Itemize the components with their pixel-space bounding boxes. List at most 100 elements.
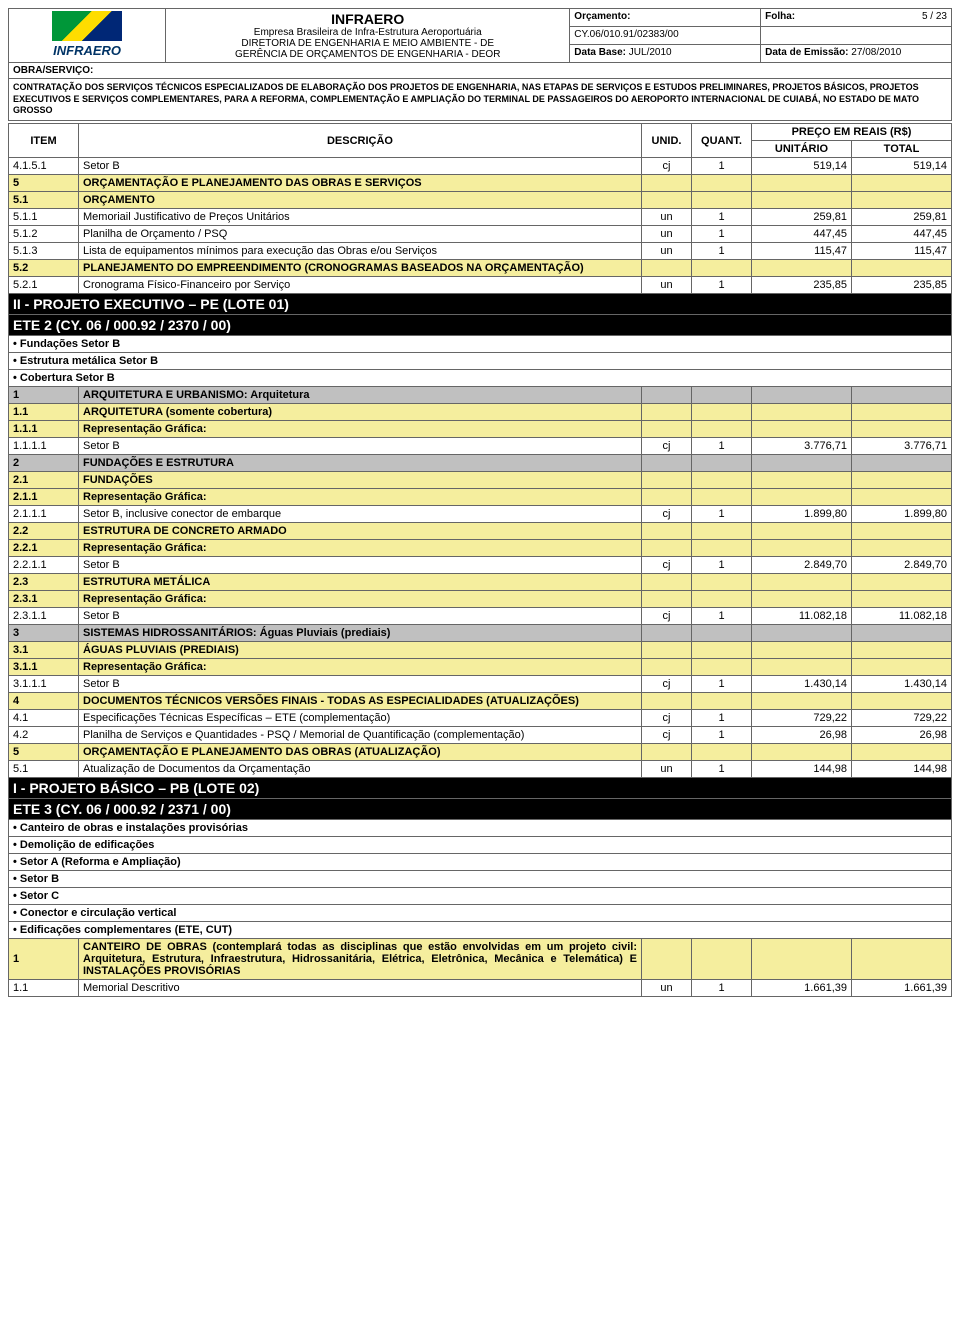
item-quant <box>692 455 752 472</box>
item-quant: 1 <box>692 158 752 175</box>
item-total: 144,98 <box>852 761 952 778</box>
item-unit <box>752 540 852 557</box>
item-unit <box>752 744 852 761</box>
item-total <box>852 574 952 591</box>
item-unid <box>642 939 692 980</box>
table-row: • Setor A (Reforma e Ampliação) <box>9 854 952 871</box>
item-code: 5.2.1 <box>9 277 79 294</box>
item-unid: cj <box>642 608 692 625</box>
item-desc: ARQUITETURA (somente cobertura) <box>79 404 642 421</box>
table-row: 5.1ORÇAMENTO <box>9 192 952 209</box>
item-unid <box>642 472 692 489</box>
item-unid: cj <box>642 158 692 175</box>
budget-table: ITEM DESCRIÇÃO UNID. QUANT. PREÇO EM REA… <box>8 123 952 997</box>
item-desc: Cronograma Físico-Financeiro por Serviço <box>79 277 642 294</box>
item-total <box>852 387 952 404</box>
table-row: 5.1Atualização de Documentos da Orçament… <box>9 761 952 778</box>
table-row: • Setor B <box>9 871 952 888</box>
col-header-desc: DESCRIÇÃO <box>79 124 642 158</box>
item-code: 2.3.1 <box>9 591 79 608</box>
obra-description: CONTRATAÇÃO DOS SERVIÇOS TÉCNICOS ESPECI… <box>8 79 952 121</box>
item-unid <box>642 175 692 192</box>
item-total: 11.082,18 <box>852 608 952 625</box>
item-desc: Representação Gráfica: <box>79 489 642 506</box>
item-unit <box>752 175 852 192</box>
table-row: 2.2.1.1Setor Bcj12.849,702.849,70 <box>9 557 952 574</box>
table-row: 1.1ARQUITETURA (somente cobertura) <box>9 404 952 421</box>
logo-text: INFRAERO <box>53 43 121 58</box>
item-unid <box>642 260 692 277</box>
item-quant <box>692 659 752 676</box>
table-row: I - PROJETO BÁSICO – PB (LOTE 02) <box>9 778 952 799</box>
item-desc: Setor B, inclusive conector de embarque <box>79 506 642 523</box>
item-total: 1.899,80 <box>852 506 952 523</box>
item-desc: FUNDAÇÕES E ESTRUTURA <box>79 455 642 472</box>
logo: INFRAERO <box>13 11 161 58</box>
item-code: 5.1 <box>9 761 79 778</box>
item-total <box>852 523 952 540</box>
dept-line-1: DIRETORIA DE ENGENHARIA E MEIO AMBIENTE … <box>170 38 565 49</box>
dept-line-2: GERÊNCIA DE ORÇAMENTOS DE ENGENHARIA - D… <box>170 49 565 60</box>
item-unid: cj <box>642 557 692 574</box>
item-code: 2.3.1.1 <box>9 608 79 625</box>
item-total <box>852 175 952 192</box>
orcamento-value: CY.06/010.91/02383/00 <box>574 29 678 40</box>
item-code: 2.1.1 <box>9 489 79 506</box>
header-table: INFRAERO INFRAERO Empresa Brasileira de … <box>8 8 952 79</box>
item-quant: 1 <box>692 243 752 260</box>
table-row: 5ORÇAMENTAÇÃO E PLANEJAMENTO DAS OBRAS (… <box>9 744 952 761</box>
item-desc: Representação Gráfica: <box>79 540 642 557</box>
item-unit: 115,47 <box>752 243 852 260</box>
item-unid <box>642 642 692 659</box>
empty-cell <box>761 27 952 45</box>
item-desc: Setor B <box>79 557 642 574</box>
table-row: 3.1.1.1Setor Bcj11.430,141.430,14 <box>9 676 952 693</box>
obra-label: OBRA/SERVIÇO: <box>9 63 952 79</box>
item-unit <box>752 489 852 506</box>
item-total <box>852 455 952 472</box>
item-quant <box>692 175 752 192</box>
item-unit: 519,14 <box>752 158 852 175</box>
item-code: 5 <box>9 744 79 761</box>
item-total <box>852 421 952 438</box>
item-total <box>852 404 952 421</box>
item-quant <box>692 625 752 642</box>
item-code: 1 <box>9 939 79 980</box>
section-title: ETE 3 (CY. 06 / 000.92 / 2371 / 00) <box>9 799 952 820</box>
folha-value: 5 / 23 <box>922 11 947 22</box>
table-row: 3.1ÁGUAS PLUVIAIS (PREDIAIS) <box>9 642 952 659</box>
item-unit: 447,45 <box>752 226 852 243</box>
item-desc: Representação Gráfica: <box>79 591 642 608</box>
table-row: 2.1.1Representação Gráfica: <box>9 489 952 506</box>
col-header-total: TOTAL <box>852 141 952 158</box>
item-unid <box>642 693 692 710</box>
col-header-unid: UNID. <box>642 124 692 158</box>
item-unit: 235,85 <box>752 277 852 294</box>
item-code: 2.2.1.1 <box>9 557 79 574</box>
item-unit <box>752 421 852 438</box>
item-unid: un <box>642 980 692 997</box>
item-desc: Planilha de Orçamento / PSQ <box>79 226 642 243</box>
item-code: 1.1.1 <box>9 421 79 438</box>
item-code: 1.1 <box>9 980 79 997</box>
item-unit: 1.899,80 <box>752 506 852 523</box>
item-quant <box>692 574 752 591</box>
item-quant <box>692 387 752 404</box>
item-unit: 1.661,39 <box>752 980 852 997</box>
item-unit: 11.082,18 <box>752 608 852 625</box>
emissao-value: 27/08/2010 <box>851 47 901 58</box>
table-row: II - PROJETO EXECUTIVO – PE (LOTE 01) <box>9 294 952 315</box>
item-total: 3.776,71 <box>852 438 952 455</box>
item-code: 1 <box>9 387 79 404</box>
col-header-quant: QUANT. <box>692 124 752 158</box>
item-total <box>852 659 952 676</box>
bullet-item: • Setor A (Reforma e Ampliação) <box>9 854 952 871</box>
bullet-item: • Cobertura Setor B <box>9 370 952 387</box>
table-row: 2.3.1.1Setor Bcj111.082,1811.082,18 <box>9 608 952 625</box>
item-total <box>852 472 952 489</box>
item-desc: ESTRUTURA METÁLICA <box>79 574 642 591</box>
item-desc: ARQUITETURA E URBANISMO: Arquitetura <box>79 387 642 404</box>
item-desc: Setor B <box>79 438 642 455</box>
table-row: ETE 2 (CY. 06 / 000.92 / 2370 / 00) <box>9 315 952 336</box>
table-row: • Demolição de edificações <box>9 837 952 854</box>
